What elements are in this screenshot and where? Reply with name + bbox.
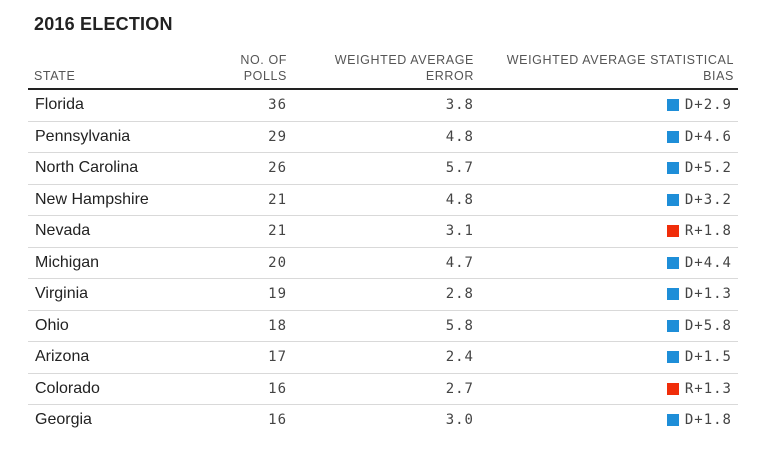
table-title: 2016 ELECTION <box>34 14 173 34</box>
bias-value: D+1.3 <box>684 286 732 302</box>
polls-cell: 16 <box>268 380 287 397</box>
bias-value: D+5.8 <box>684 317 732 334</box>
bias-cell: D+4.4 <box>666 248 732 278</box>
table-row: Pennsylvania 29 4.8 D+4.6 <box>28 122 738 153</box>
bias-value: D+4.4 <box>684 254 732 271</box>
party-swatch <box>666 414 679 426</box>
party-swatch <box>666 382 679 395</box>
header-error-line1: WEIGHTED AVERAGE <box>334 53 474 67</box>
party-swatch <box>666 319 679 332</box>
bias-cell: D+5.8 <box>666 311 732 341</box>
bias-value: D+1.5 <box>684 349 732 365</box>
state-cell: Arizona <box>35 348 90 365</box>
table-row: North Carolina 26 5.7 D+5.2 <box>28 153 738 185</box>
error-cell: 2.4 <box>445 349 474 365</box>
header-polls-line2: POLLS <box>243 69 287 83</box>
state-cell: Colorado <box>35 379 100 397</box>
bias-cell: D+1.3 <box>666 279 732 309</box>
bias-cell: D+5.2 <box>666 153 732 183</box>
error-cell: 4.7 <box>445 254 474 271</box>
polls-cell: 19 <box>268 286 287 302</box>
state-cell: Florida <box>35 96 84 113</box>
header-bias: WEIGHTED AVERAGE STATISTICAL BIAS <box>507 52 734 84</box>
bias-value: R+1.3 <box>684 380 732 397</box>
polls-cell: 26 <box>268 160 287 176</box>
error-cell: 3.8 <box>445 97 474 113</box>
header-polls-line1: NO. OF <box>240 53 287 67</box>
table-row: Florida 36 3.8 D+2.9 <box>28 90 738 122</box>
state-cell: North Carolina <box>35 159 139 176</box>
bias-cell: R+1.8 <box>666 216 732 246</box>
bias-cell: D+4.6 <box>666 122 732 152</box>
bias-value: D+4.6 <box>684 128 732 145</box>
bias-cell: D+1.8 <box>666 405 732 435</box>
polls-cell: 17 <box>268 349 287 365</box>
polls-cell: 21 <box>268 191 287 208</box>
state-cell: Pennsylvania <box>35 127 131 145</box>
party-swatch <box>666 130 679 143</box>
bias-value: D+2.9 <box>684 97 732 113</box>
bias-value: D+3.2 <box>684 191 732 208</box>
polls-cell: 18 <box>268 317 287 334</box>
error-cell: 3.0 <box>445 412 474 428</box>
party-swatch <box>666 162 679 174</box>
table-row: Michigan 20 4.7 D+4.4 <box>28 248 738 279</box>
party-swatch <box>666 225 679 237</box>
table-row: New Hampshire 21 4.8 D+3.2 <box>28 185 738 216</box>
table-row: Arizona 17 2.4 D+1.5 <box>28 342 738 374</box>
bias-cell: D+2.9 <box>666 90 732 120</box>
bias-cell: R+1.3 <box>666 374 732 404</box>
header-bias-line2: BIAS <box>703 69 734 83</box>
error-cell: 2.7 <box>445 380 474 397</box>
table-row: Nevada 21 3.1 R+1.8 <box>28 216 738 248</box>
error-cell: 3.1 <box>445 223 474 239</box>
header-error: WEIGHTED AVERAGE ERROR <box>335 52 474 84</box>
bias-value: D+5.2 <box>684 160 732 176</box>
table-body: Florida 36 3.8 D+2.9 Pennsylvania 29 4.8 D+4.6 N… <box>28 90 738 436</box>
header-bias-line1: WEIGHTED AVERAGE STATISTICAL <box>506 53 734 67</box>
error-cell: 4.8 <box>445 128 474 145</box>
party-swatch <box>666 99 679 111</box>
polls-cell: 16 <box>268 412 287 428</box>
polls-cell: 21 <box>268 223 287 239</box>
polls-cell: 29 <box>268 128 287 145</box>
party-swatch <box>666 193 679 206</box>
state-cell: Nevada <box>35 222 91 239</box>
table-header: STATE NO. OF POLLS WEIGHTED AVERAGE ERRO… <box>28 50 738 88</box>
party-swatch <box>666 256 679 269</box>
state-cell: Georgia <box>35 411 92 428</box>
bias-cell: D+3.2 <box>666 185 732 215</box>
bias-value: D+1.8 <box>684 412 732 428</box>
state-cell: New Hampshire <box>35 190 149 208</box>
error-cell: 2.8 <box>445 286 474 302</box>
table-row: Virginia 19 2.8 D+1.3 <box>28 279 738 311</box>
bias-cell: D+1.5 <box>666 342 732 372</box>
header-error-line2: ERROR <box>425 69 474 83</box>
party-swatch <box>666 288 679 300</box>
polls-cell: 20 <box>268 254 287 271</box>
header-divider <box>28 88 738 90</box>
header-polls: NO. OF POLLS <box>240 52 287 84</box>
state-cell: Virginia <box>35 285 89 302</box>
error-cell: 5.7 <box>445 160 474 176</box>
header-state: STATE <box>34 69 76 83</box>
table-row: Georgia 16 3.0 D+1.8 <box>28 405 738 436</box>
state-cell: Ohio <box>35 316 69 334</box>
table-row: Colorado 16 2.7 R+1.3 <box>28 374 738 405</box>
error-cell: 4.8 <box>445 191 474 208</box>
polls-cell: 36 <box>268 97 287 113</box>
bias-value: R+1.8 <box>684 223 732 239</box>
state-cell: Michigan <box>35 253 100 271</box>
party-swatch <box>666 351 679 363</box>
error-cell: 5.8 <box>445 317 474 334</box>
table-row: Ohio 18 5.8 D+5.8 <box>28 311 738 342</box>
